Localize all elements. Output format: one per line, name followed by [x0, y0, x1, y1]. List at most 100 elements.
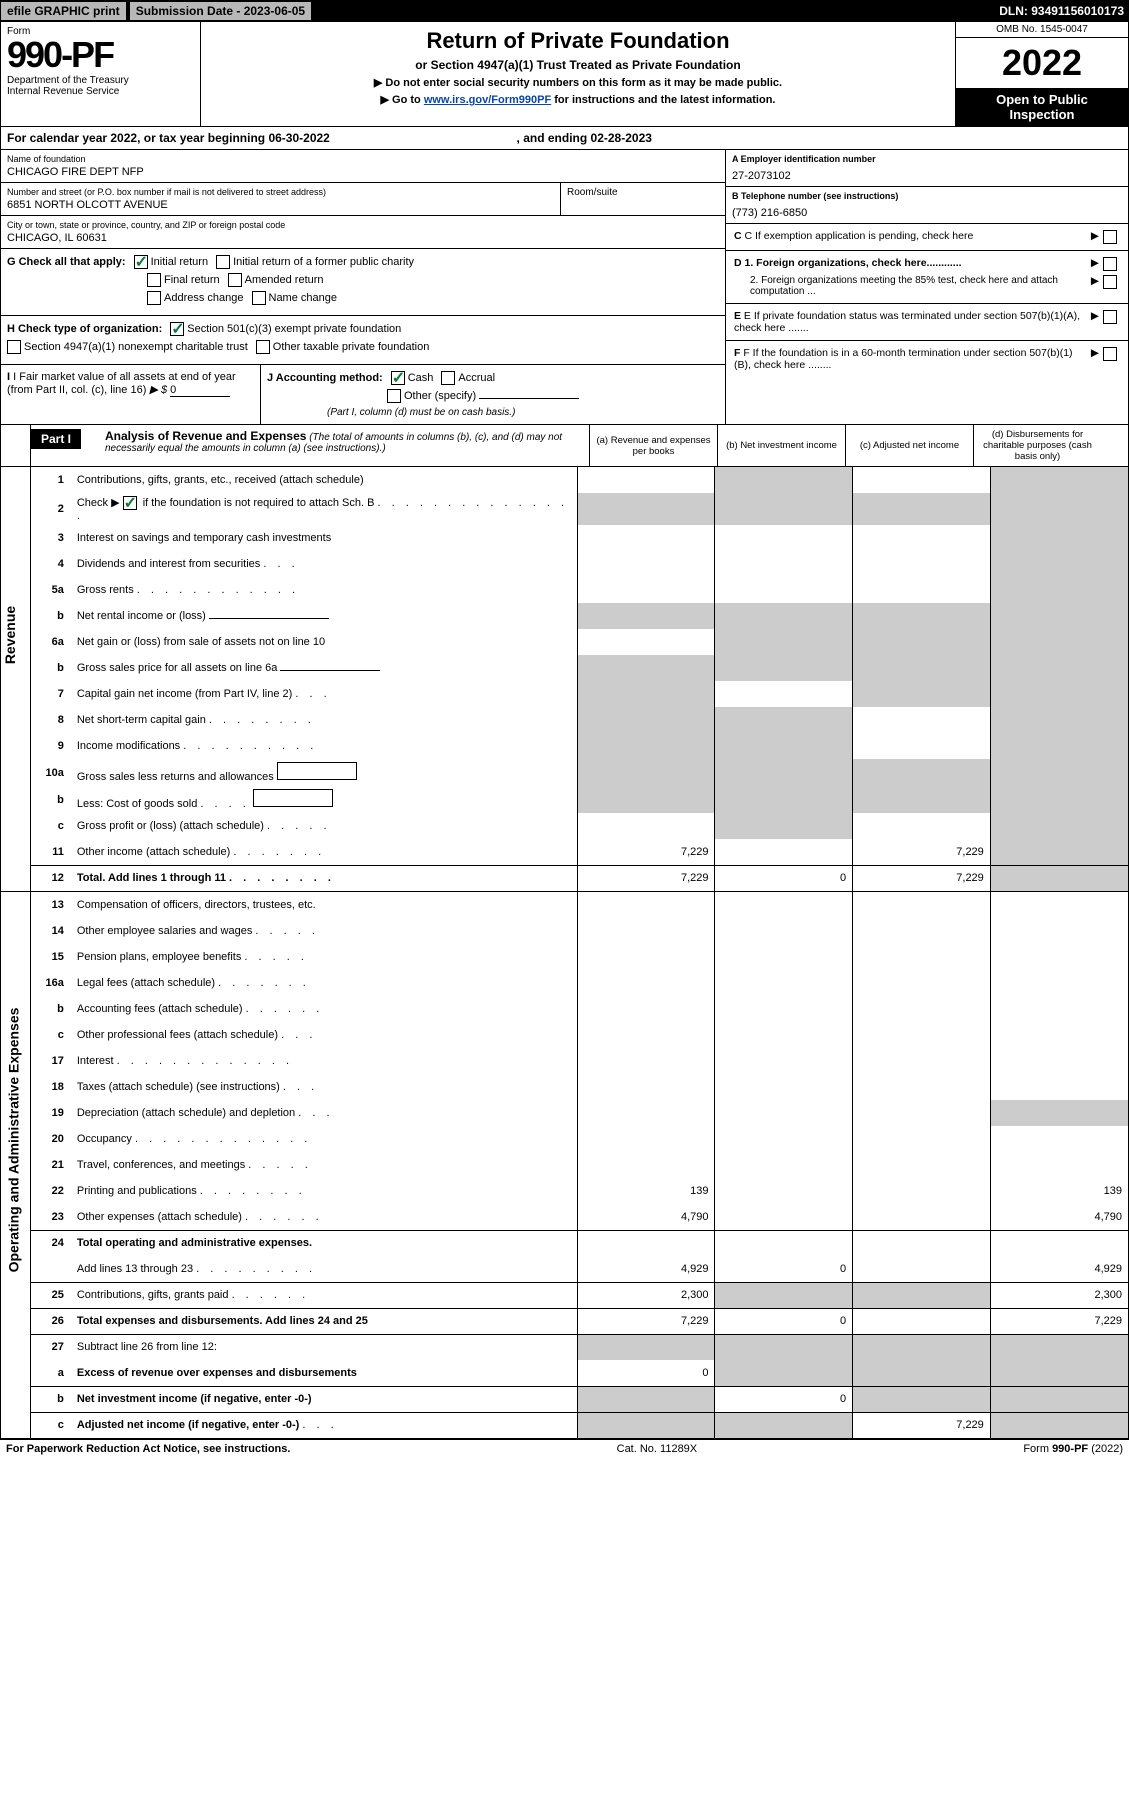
- footer: For Paperwork Reduction Act Notice, see …: [0, 1439, 1129, 1458]
- entity-info-row: Name of foundation CHICAGO FIRE DEPT NFP…: [1, 150, 1128, 425]
- line-16b: Accounting fees (attach schedule) . . . …: [72, 996, 577, 1022]
- g-initial-former: Initial return of a former public charit…: [233, 256, 414, 268]
- l11-a: 7,229: [577, 839, 715, 865]
- openpub-line2: Inspection: [960, 107, 1124, 122]
- cal-pre: For calendar year 2022, or tax year begi…: [7, 131, 268, 145]
- openpub-line1: Open to Public: [960, 92, 1124, 107]
- omb-number: OMB No. 1545-0047: [956, 22, 1128, 38]
- l27a-a: 0: [577, 1360, 715, 1386]
- line-27a: Excess of revenue over expenses and disb…: [72, 1360, 577, 1386]
- foundation-name-cell: Name of foundation CHICAGO FIRE DEPT NFP: [1, 150, 725, 183]
- footer-right: Form 990-PF (2022): [1023, 1443, 1123, 1455]
- l11-c: 7,229: [853, 839, 991, 865]
- ein-label: A Employer identification number: [732, 154, 1122, 164]
- cbx-initial-former[interactable]: [216, 255, 230, 269]
- col-b-head: (b) Net investment income: [717, 425, 845, 466]
- l22-a: 139: [577, 1178, 715, 1204]
- city-value: CHICAGO, IL 60631: [7, 232, 719, 244]
- line-21: Travel, conferences, and meetings . . . …: [72, 1152, 577, 1178]
- form-subtitle: or Section 4947(a)(1) Trust Treated as P…: [211, 58, 945, 72]
- part1-title: Analysis of Revenue and Expenses: [105, 429, 306, 443]
- irs-link[interactable]: www.irs.gov/Form990PF: [424, 94, 551, 106]
- l12-a: 7,229: [577, 865, 715, 891]
- col-c-head: (c) Adjusted net income: [845, 425, 973, 466]
- footer-left: For Paperwork Reduction Act Notice, see …: [6, 1443, 290, 1455]
- cbx-amended[interactable]: [228, 273, 242, 287]
- line-10c: Gross profit or (loss) (attach schedule)…: [72, 813, 577, 839]
- ein-value: 27-2073102: [732, 170, 1122, 182]
- foundation-name: CHICAGO FIRE DEPT NFP: [7, 166, 719, 178]
- ein-cell: A Employer identification number 27-2073…: [726, 150, 1128, 187]
- line-20: Occupancy . . . . . . . . . . . . .: [72, 1126, 577, 1152]
- submission-date: Submission Date - 2023-06-05: [130, 2, 311, 20]
- form-box: Form 990-PF Department of the Treasury I…: [1, 22, 201, 126]
- year-box: OMB No. 1545-0047 2022 Open to Public In…: [956, 22, 1128, 126]
- l24-a: 4,929: [577, 1256, 715, 1282]
- cbx-c[interactable]: [1103, 230, 1117, 244]
- l25-d: 2,300: [990, 1282, 1128, 1308]
- line-25: Contributions, gifts, grants paid . . . …: [72, 1282, 577, 1308]
- section-f: F F If the foundation is in a 60-month t…: [726, 341, 1128, 377]
- cbx-f[interactable]: [1103, 347, 1117, 361]
- h-other: Other taxable private foundation: [273, 341, 430, 353]
- g-addr: Address change: [164, 292, 244, 304]
- title-box: Return of Private Foundation or Section …: [201, 22, 956, 126]
- d1-label: D 1. Foreign organizations, check here..…: [734, 257, 962, 269]
- expenses-side: Operating and Administrative Expenses: [1, 892, 31, 1438]
- cbx-other-taxable[interactable]: [256, 340, 270, 354]
- d2-label: 2. Foreign organizations meeting the 85%…: [750, 275, 1087, 297]
- line-5b: Net rental income or (loss): [72, 603, 577, 629]
- part1-header-row: Part I Analysis of Revenue and Expenses …: [1, 425, 1128, 467]
- tax-year: 2022: [956, 38, 1128, 88]
- section-d: D 1. Foreign organizations, check here..…: [726, 251, 1128, 304]
- l22-d: 139: [990, 1178, 1128, 1204]
- e-label: E If private foundation status was termi…: [734, 310, 1080, 334]
- form-title: Return of Private Foundation: [211, 28, 945, 54]
- line-2: Check ▶ if the foundation is not require…: [72, 493, 577, 525]
- line-10a: Gross sales less returns and allowances: [72, 759, 577, 786]
- cbx-name-change[interactable]: [252, 291, 266, 305]
- j-other: Other (specify): [404, 390, 476, 402]
- j-cash: Cash: [408, 372, 434, 384]
- h-501c3: Section 501(c)(3) exempt private foundat…: [187, 323, 401, 335]
- l23-a: 4,790: [577, 1204, 715, 1230]
- l26-b: 0: [715, 1308, 853, 1334]
- cbx-other-method[interactable]: [387, 389, 401, 403]
- cbx-accrual[interactable]: [441, 371, 455, 385]
- open-public: Open to Public Inspection: [956, 88, 1128, 126]
- header-row: Form 990-PF Department of the Treasury I…: [1, 22, 1128, 127]
- line-8: Net short-term capital gain . . . . . . …: [72, 707, 577, 733]
- line-17: Interest . . . . . . . . . . . . .: [72, 1048, 577, 1074]
- line-1: Contributions, gifts, grants, etc., rece…: [72, 467, 577, 493]
- cbx-501c3[interactable]: [170, 322, 184, 336]
- j-accrual: Accrual: [458, 372, 495, 384]
- cbx-schb[interactable]: [123, 496, 137, 510]
- l12-b: 0: [715, 865, 853, 891]
- cbx-final[interactable]: [147, 273, 161, 287]
- part1-label: Part I: [31, 429, 81, 449]
- l25-a: 2,300: [577, 1282, 715, 1308]
- line-27c: Adjusted net income (if negative, enter …: [72, 1412, 577, 1438]
- line-22: Printing and publications . . . . . . . …: [72, 1178, 577, 1204]
- line-14: Other employee salaries and wages . . . …: [72, 918, 577, 944]
- cbx-addr-change[interactable]: [147, 291, 161, 305]
- cbx-d2[interactable]: [1103, 275, 1117, 289]
- room-label: Room/suite: [567, 187, 618, 198]
- cbx-d1[interactable]: [1103, 257, 1117, 271]
- cbx-cash[interactable]: [391, 371, 405, 385]
- cbx-initial-return[interactable]: [134, 255, 148, 269]
- line-19: Depreciation (attach schedule) and deple…: [72, 1100, 577, 1126]
- j-label: J Accounting method:: [267, 372, 383, 384]
- cbx-4947[interactable]: [7, 340, 21, 354]
- c-label: C If exemption application is pending, c…: [745, 230, 974, 242]
- instr-2: ▶ Go to www.irs.gov/Form990PF for instru…: [211, 93, 945, 106]
- cbx-e[interactable]: [1103, 310, 1117, 324]
- section-i: I I Fair market value of all assets at e…: [1, 365, 261, 424]
- room-suite-cell: Room/suite: [561, 183, 725, 215]
- topbar: efile GRAPHIC print Submission Date - 20…: [0, 0, 1129, 22]
- dept-irs: Internal Revenue Service: [7, 86, 194, 97]
- section-g: G Check all that apply: Initial return I…: [1, 249, 725, 315]
- col-a-head: (a) Revenue and expenses per books: [589, 425, 717, 466]
- dept-treasury: Department of the Treasury: [7, 75, 194, 86]
- line-24b: Add lines 13 through 23 . . . . . . . . …: [72, 1256, 577, 1282]
